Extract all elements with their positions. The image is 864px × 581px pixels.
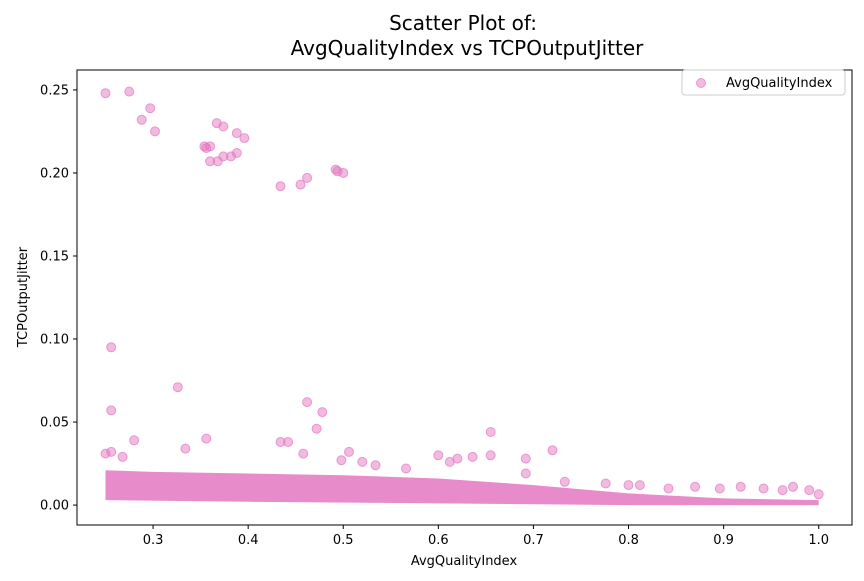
x-tick-label: 1.0 [808,533,829,548]
data-point [467,451,478,462]
legend: AvgQualityIndex [681,69,846,96]
data-point [100,448,111,459]
y-axis-ticks: 0.00 0.05 0.10 0.15 0.20 0.25 [40,83,77,514]
data-point [338,168,349,178]
data-point [311,423,322,434]
data-point [302,397,313,408]
y-tick-label: 0.25 [40,83,69,98]
y-tick-label: 0.20 [40,166,69,181]
chart-title-line2: AvgQualityIndex vs TCPOutputJitter [291,36,645,60]
data-point [559,476,570,487]
data-point [231,128,242,139]
data-point [663,483,674,494]
x-tick-label: 0.8 [618,533,639,548]
data-point [201,143,212,153]
data-point [813,489,824,500]
data-point [804,485,815,496]
data-point [520,453,531,464]
data-point [690,481,701,492]
data-point [520,468,531,479]
legend-label: AvgQualityIndex [726,76,833,91]
data-point [129,435,140,446]
data-point [100,88,111,99]
data-point [485,450,496,461]
legend-frame [681,69,846,96]
data-point [336,455,347,466]
data-point [444,456,455,467]
plot-frame [76,69,853,526]
x-axis-ticks: 0.3 0.4 0.5 0.6 0.7 0.8 0.9 1.0 [143,525,829,548]
data-point [634,480,645,491]
data-point [298,448,309,459]
data-point [600,478,611,489]
data-point [283,437,294,447]
y-axis-label: TCPOutputJitter [16,246,31,348]
data-point [106,342,117,353]
scatter-points [100,86,824,500]
data-point [218,121,229,132]
data-point [201,433,212,444]
data-point [150,126,160,137]
data-point [485,427,496,437]
y-tick-label: 0.05 [40,416,69,431]
x-tick-label: 0.3 [143,533,164,548]
y-tick-label: 0.15 [40,249,69,264]
data-point [344,446,354,457]
data-point [788,481,798,492]
data-point [145,103,156,114]
data-point [124,86,135,97]
data-point [275,181,286,192]
legend-marker [696,78,706,88]
data-point [623,480,634,491]
dense-band-shape [105,470,819,506]
data-point [735,481,746,492]
data-point [106,405,117,416]
data-point [370,460,381,471]
x-tick-label: 0.6 [428,533,449,548]
x-tick-label: 0.5 [333,533,354,548]
x-axis-label: AvgQualityIndex [411,554,518,569]
x-tick-label: 0.7 [523,533,544,548]
data-point [172,382,183,393]
data-point [317,407,328,418]
data-point [205,156,216,167]
data-point [117,451,128,462]
data-point [433,450,444,461]
data-point [239,133,250,144]
y-tick-label: 0.10 [40,333,69,348]
data-point [295,179,306,190]
dense-point-band [105,470,819,506]
data-point [302,172,313,183]
data-point [401,463,411,474]
data-point [357,456,368,467]
chart-title-line1: Scatter Plot of: [389,11,537,35]
data-point [226,151,236,162]
data-point [547,445,558,456]
data-point [136,114,147,125]
data-point [758,483,769,494]
data-point [180,443,191,454]
y-tick-label: 0.00 [40,499,69,514]
x-tick-label: 0.4 [238,533,259,548]
x-tick-label: 0.9 [713,533,734,548]
data-point [777,485,788,496]
data-point [714,483,725,494]
